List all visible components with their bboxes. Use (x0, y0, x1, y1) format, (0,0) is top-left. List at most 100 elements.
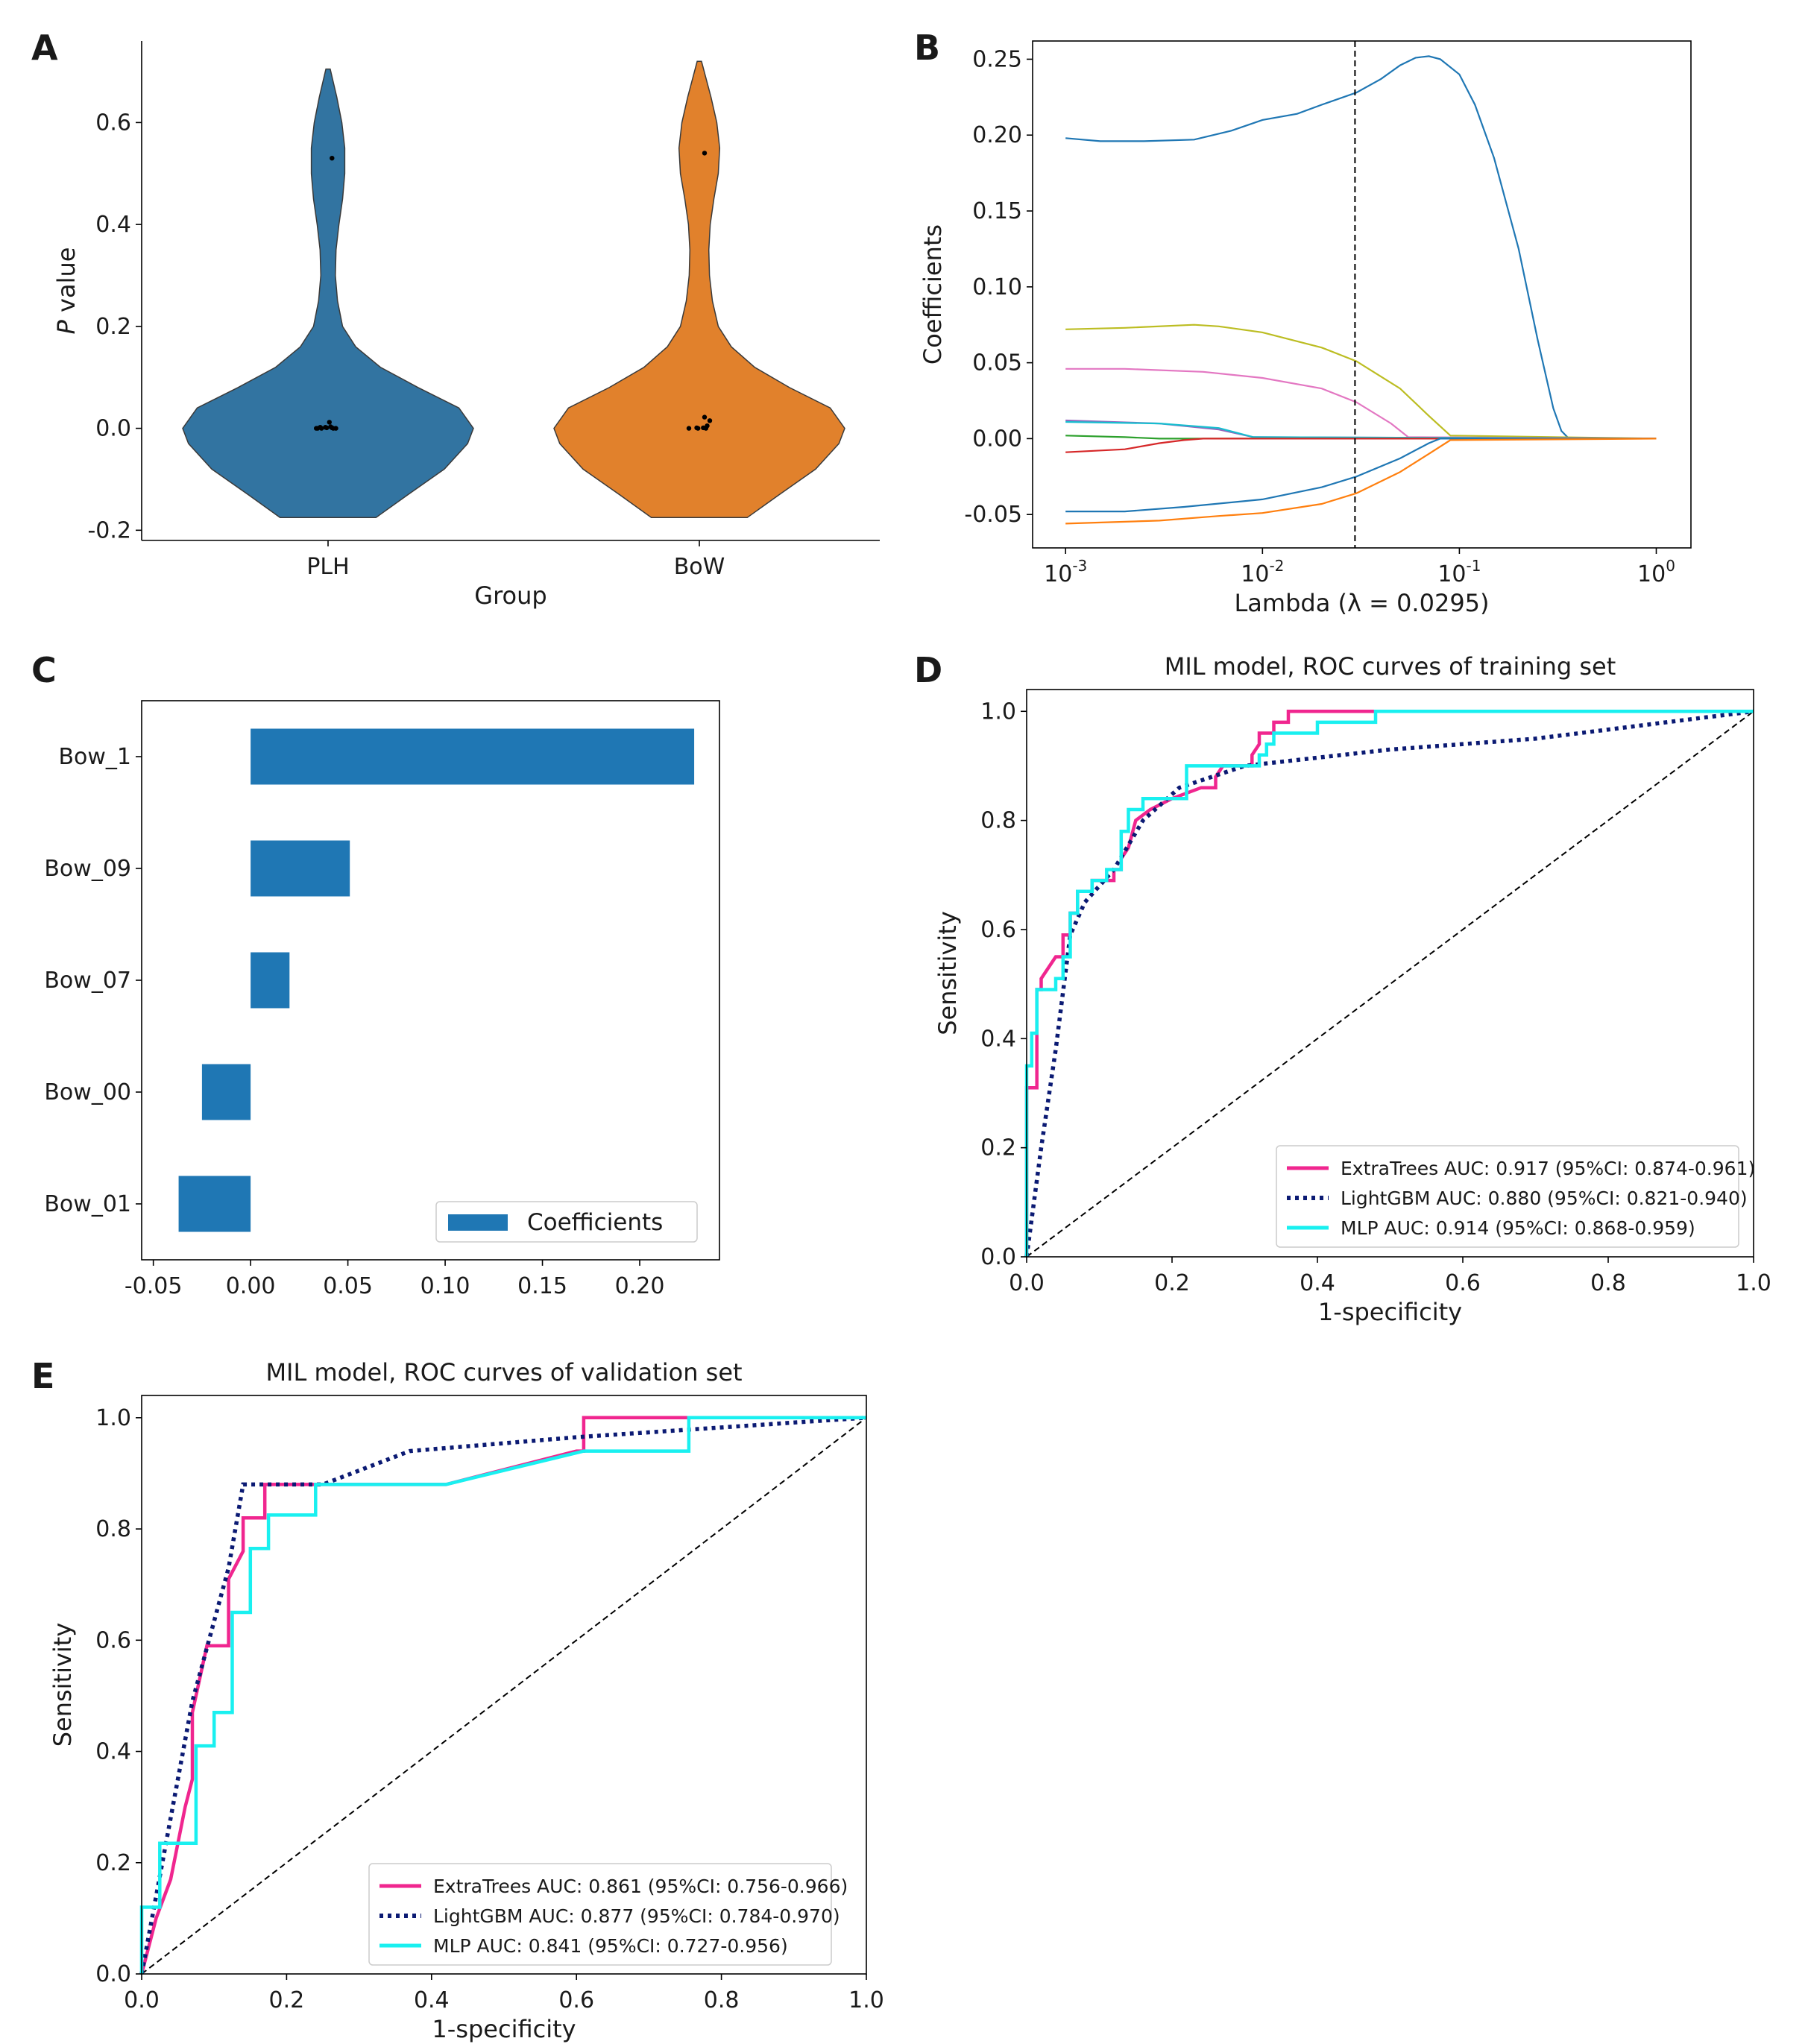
y-tick-label: 0.15 (972, 198, 1022, 224)
coefficient-bar (251, 728, 695, 785)
y-tick-label: 0.0 (95, 1961, 131, 1987)
coefficient-path-line (1065, 420, 1657, 440)
y-axis-label-rest: value (52, 247, 81, 321)
y-tick-label: 0.6 (95, 110, 131, 136)
violin-point-plh (330, 156, 335, 161)
x-tick-exponent: -1 (1467, 557, 1481, 575)
y-tick-label: 0.0 (980, 1244, 1016, 1270)
plot-frame (1032, 40, 1692, 549)
y-tick-label: -0.05 (964, 502, 1022, 528)
y-axis-label-italic: P (52, 319, 81, 334)
y-tick-label: Bow_1 (58, 744, 131, 770)
violin-point-bow (696, 426, 701, 431)
panel-a-violin-plot: -0.2 0.0 0.2 0.4 0.6 PLH BoW Group P value (52, 41, 880, 610)
x-tick-label: 0.10 (420, 1273, 470, 1299)
panel-letter-c: C (31, 650, 57, 690)
y-axis-label: Sensitivity (933, 911, 962, 1035)
x-tick-label: 0.4 (1300, 1270, 1335, 1296)
plot-frame (141, 1395, 867, 1975)
y-tick-label: 0.4 (95, 212, 131, 238)
y-tick-label: 1.0 (980, 698, 1016, 725)
x-tick-label: 0.8 (1590, 1270, 1626, 1296)
x-tick-label: 0.00 (226, 1273, 276, 1299)
x-tick-base: 10 (1637, 561, 1666, 587)
y-tick-label: 0.8 (95, 1516, 131, 1542)
y-tick-label: Bow_07 (44, 968, 131, 994)
violin-bow (553, 60, 845, 518)
y-tick-label: 0.6 (980, 917, 1016, 943)
y-tick-label: 0.0 (95, 416, 131, 442)
legend-label: ExtraTrees AUC: 0.917 (95%CI: 0.874-0.96… (1341, 1158, 1755, 1179)
legend-box (368, 1863, 832, 1966)
x-tick-label: 0.6 (1445, 1270, 1481, 1296)
coefficient-path-line (1065, 438, 1657, 525)
violin-point-bow (707, 418, 713, 423)
x-axis-label: Group (474, 581, 547, 610)
panel-e-roc-validation: MIL model, ROC curves of validation set 0… (48, 1358, 884, 2043)
chance-diagonal-line (141, 1417, 867, 1975)
legend-label: ExtraTrees AUC: 0.861 (95%CI: 0.756-0.96… (433, 1876, 848, 1897)
x-tick-label: PLH (306, 554, 349, 580)
coefficient-bar (251, 952, 290, 1009)
coefficient-bar (201, 1064, 251, 1120)
legend-label: Coefficients (527, 1209, 663, 1236)
y-tick-label: 1.0 (95, 1405, 131, 1431)
y-tick-label: 0.2 (95, 1850, 131, 1876)
panel-letter-a: A (31, 28, 58, 68)
y-tick-label: 0.00 (972, 426, 1022, 452)
x-axis-label: Lambda (λ = 0.0295) (1234, 589, 1489, 617)
y-tick-label: 0.8 (980, 808, 1016, 834)
violin-point-plh (319, 426, 324, 431)
x-tick-exponent: -2 (1269, 557, 1284, 575)
chance-diagonal-line (1026, 710, 1754, 1258)
panel-letters: A B C D E (31, 28, 942, 1396)
plot-frame (1026, 689, 1754, 1258)
x-tick-label: 0.2 (1154, 1270, 1190, 1296)
panel-letter-d: D (914, 650, 942, 690)
x-tick-label: 10-3 (1044, 557, 1087, 587)
chart-title: MIL model, ROC curves of training set (1165, 652, 1616, 681)
panel-letter-e: E (31, 1356, 54, 1396)
x-tick-base: 10 (1241, 561, 1269, 587)
coefficient-path-line (1065, 438, 1657, 453)
coefficient-path-line (1065, 368, 1657, 440)
x-axis-label: 1-specificity (1318, 1298, 1462, 1326)
roc-curve-line (1024, 709, 1754, 1258)
x-tick-label: 0.05 (323, 1273, 373, 1299)
x-tick-label: 0.2 (269, 1987, 305, 2013)
violin-point-bow (705, 423, 710, 429)
legend-swatch (448, 1214, 508, 1231)
panel-letter-b: B (914, 28, 940, 68)
violin-point-bow (686, 426, 692, 431)
x-tick-label: 0.4 (414, 1987, 450, 2013)
violin-point-plh (324, 425, 330, 431)
coefficient-bar (178, 1176, 251, 1232)
roc-curve-line (139, 1416, 867, 1975)
x-tick-exponent: -3 (1072, 557, 1087, 575)
x-tick-label: 100 (1637, 557, 1675, 587)
y-tick-label: Bow_00 (44, 1079, 131, 1105)
violin-point-plh (333, 426, 338, 431)
y-axis-label: P value (52, 247, 81, 335)
y-tick-label: 0.10 (972, 274, 1022, 300)
x-tick-exponent: 0 (1666, 557, 1675, 575)
y-tick-label: 0.25 (972, 46, 1022, 72)
x-tick-label: 10-1 (1437, 557, 1481, 587)
y-tick-label: -0.2 (87, 517, 131, 543)
roc-curve-line (139, 1416, 866, 1974)
y-axis-label: Coefficients (919, 224, 947, 365)
violin-point-plh (327, 420, 332, 425)
y-tick-label: 0.20 (972, 122, 1022, 148)
coefficient-path-line (1065, 55, 1657, 440)
y-tick-label: 0.6 (95, 1627, 131, 1653)
roc-curve-line (1024, 710, 1754, 1257)
coefficient-path-line (1065, 324, 1657, 440)
x-tick-label: 0.6 (558, 1987, 594, 2013)
x-tick-label: 0.0 (124, 1987, 160, 2013)
x-tick-label: 0.0 (1009, 1270, 1045, 1296)
x-tick-base: 10 (1437, 561, 1466, 587)
x-axis-label: 1-specificity (432, 2015, 576, 2043)
plot-frame (141, 700, 720, 1261)
